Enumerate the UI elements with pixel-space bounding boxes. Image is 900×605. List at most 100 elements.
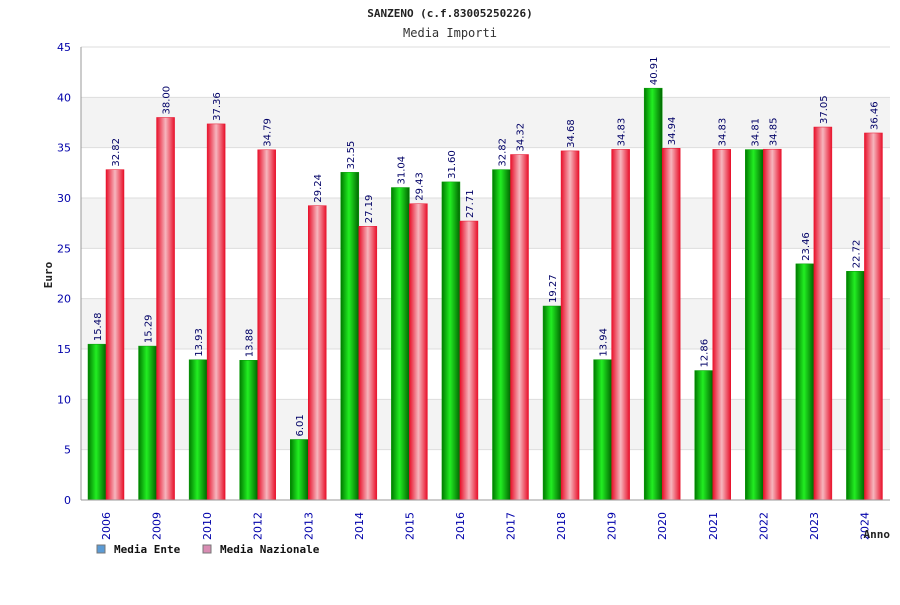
y-tick-label: 20: [57, 293, 71, 306]
y-tick-label: 45: [57, 41, 71, 54]
bar-media-ente: [87, 343, 107, 501]
bar-value-label: 6.01: [295, 414, 306, 436]
x-tick-label: 2020: [656, 512, 669, 540]
bar-value-label: 34.94: [667, 117, 678, 146]
bar-value-label: 13.94: [599, 328, 610, 357]
x-tick-label: 2022: [757, 512, 770, 540]
x-tick-label: 2023: [808, 512, 821, 540]
plot-band: [81, 47, 890, 98]
bar-value-label: 38.00: [162, 86, 173, 115]
bar-value-label: 12.86: [700, 339, 711, 368]
bar-media-ente: [239, 360, 258, 501]
bar-media-ente: [391, 187, 410, 501]
bar-value-label: 34.83: [718, 118, 729, 147]
x-tick-label: 2019: [606, 512, 619, 540]
bar-media-nazionale: [611, 149, 630, 501]
bar-value-label: 37.05: [819, 95, 830, 124]
legend-swatch-media-nazionale: [202, 544, 212, 554]
y-tick-label: 35: [57, 142, 71, 155]
x-tick-label: 2015: [403, 512, 416, 540]
bar-value-label: 34.83: [617, 118, 628, 147]
bar-media-ente: [290, 439, 309, 501]
bar-value-label: 22.72: [851, 240, 862, 269]
bar-value-label: 36.46: [869, 101, 880, 130]
bar-value-label: 19.27: [548, 274, 559, 303]
bar-media-ente: [593, 359, 612, 501]
legend-swatch-media-ente: [96, 544, 106, 554]
bar-media-ente: [441, 181, 461, 501]
x-tick-label: 2012: [252, 512, 265, 540]
x-tick-label: 2016: [454, 512, 467, 540]
legend-label-media-ente: Media Ente: [114, 543, 181, 556]
bar-media-ente: [188, 359, 208, 501]
y-tick-label: 25: [57, 242, 71, 255]
bar-value-label: 23.46: [801, 232, 812, 261]
y-tick-label: 10: [57, 393, 71, 406]
bar-media-ente: [846, 271, 865, 501]
x-tick-label: 2018: [555, 512, 568, 540]
bar-media-nazionale: [206, 123, 226, 501]
bar-media-ente: [795, 263, 815, 501]
x-tick-label: 2010: [201, 512, 214, 540]
chart-title: SANZENO (c.f.83005250226): [367, 7, 533, 20]
bar-value-label: 34.68: [566, 119, 577, 148]
legend: Media Ente Media Nazionale: [96, 543, 320, 556]
bar-media-nazionale: [864, 132, 883, 501]
bar-media-ente: [643, 87, 663, 501]
x-tick-label: 2024: [858, 512, 871, 540]
bar-value-label: 31.60: [447, 150, 458, 179]
bar-media-ente: [694, 370, 713, 501]
bar-value-label: 32.82: [111, 138, 122, 167]
bar-value-label: 34.81: [750, 118, 761, 147]
bar-media-nazionale: [661, 148, 681, 501]
x-axis-ticks: 2006 2009 2010 2012 2013 2014 2015 2016 2017 2018…: [100, 512, 871, 540]
bar-value-label: 32.55: [346, 141, 357, 170]
bar-value-label: 13.93: [194, 328, 205, 357]
bar-media-nazionale: [156, 117, 175, 501]
bar-value-label: 29.43: [414, 172, 425, 201]
bar-value-label: 31.04: [396, 156, 407, 185]
bar-value-label: 13.88: [245, 329, 256, 358]
bar-value-label: 29.24: [313, 174, 324, 203]
x-tick-label: 2021: [707, 512, 720, 540]
y-tick-label: 30: [57, 192, 71, 205]
bar-value-label: 34.79: [263, 118, 274, 147]
bar-media-nazionale: [712, 149, 731, 501]
bar-value-label: 37.36: [212, 92, 223, 121]
bar-media-nazionale: [560, 150, 580, 501]
bar-media-ente: [542, 305, 562, 501]
x-tick-label: 2017: [505, 512, 518, 540]
bar-value-label: 27.71: [465, 189, 476, 218]
value-labels-group: 15.48 32.82 15.29 38.00 13.93 37.36 13.88 34.79…: [93, 57, 880, 437]
y-tick-label: 0: [64, 494, 71, 507]
bar-value-label: 15.29: [144, 314, 155, 343]
bar-value-label: 40.91: [649, 57, 660, 86]
bar-value-label: 34.32: [516, 123, 527, 152]
y-tick-label: 40: [57, 91, 71, 104]
bar-media-nazionale: [459, 220, 479, 501]
bar-media-ente: [745, 149, 764, 501]
bar-media-nazionale: [358, 226, 378, 501]
bar-media-nazionale: [763, 148, 782, 501]
y-axis-ticks: 0 5 10 15 20 25 30 35 40 45: [57, 41, 71, 507]
bar-media-ente: [138, 345, 157, 501]
bar-media-nazionale: [308, 205, 327, 501]
bar-media-nazionale: [257, 149, 276, 501]
bar-value-label: 27.19: [364, 195, 375, 224]
y-axis-title: Euro: [42, 261, 55, 288]
bars-group: [87, 87, 883, 501]
bar-value-label: 34.85: [768, 118, 779, 147]
x-axis-title: Anno: [864, 528, 891, 541]
bar-media-ente: [340, 172, 360, 501]
bar-media-nazionale: [813, 126, 833, 501]
x-tick-label: 2014: [353, 512, 366, 540]
bar-media-ente: [492, 169, 511, 501]
y-tick-label: 5: [64, 444, 71, 457]
chart-subtitle: Media Importi: [403, 26, 497, 40]
x-tick-label: 2013: [302, 512, 315, 540]
bar-media-nazionale: [105, 169, 125, 501]
x-tick-label: 2009: [151, 512, 164, 540]
legend-label-media-nazionale: Media Nazionale: [220, 543, 320, 556]
